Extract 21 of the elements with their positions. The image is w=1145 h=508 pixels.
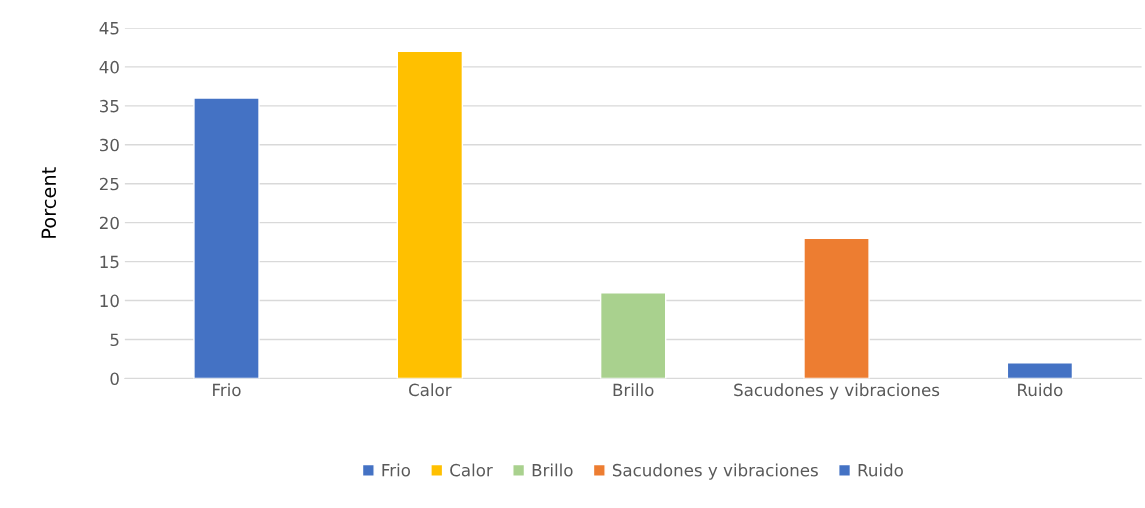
y-tick-label: 0 xyxy=(110,372,119,386)
legend-label: Frio xyxy=(382,463,410,477)
y-tick-label: 15 xyxy=(100,255,119,269)
y-axis-title: Porcent xyxy=(41,167,57,238)
x-tick-label: Ruido xyxy=(1018,383,1063,397)
x-tick-label: Frio xyxy=(213,383,241,397)
y-tick-label: 5 xyxy=(110,333,119,347)
y-tick-label: 25 xyxy=(99,177,119,191)
y-tick-label: 10 xyxy=(100,294,119,308)
legend-label: Sacudones y vibraciones xyxy=(612,463,818,480)
legend-label: Brillo xyxy=(532,463,573,477)
x-tick-label: Brillo xyxy=(613,383,654,397)
y-tick-label: 20 xyxy=(99,216,119,230)
legend-label: Calor xyxy=(450,463,493,477)
x-tick-label: Calor xyxy=(409,383,452,397)
x-tick-label: Sacudones y vibraciones xyxy=(734,383,940,400)
y-tick-label: 30 xyxy=(100,138,119,152)
y-tick-label: 40 xyxy=(99,60,119,74)
legend-label: Ruido xyxy=(858,463,903,477)
y-tick-label: 35 xyxy=(100,99,119,113)
y-tick-label: 45 xyxy=(99,22,119,35)
